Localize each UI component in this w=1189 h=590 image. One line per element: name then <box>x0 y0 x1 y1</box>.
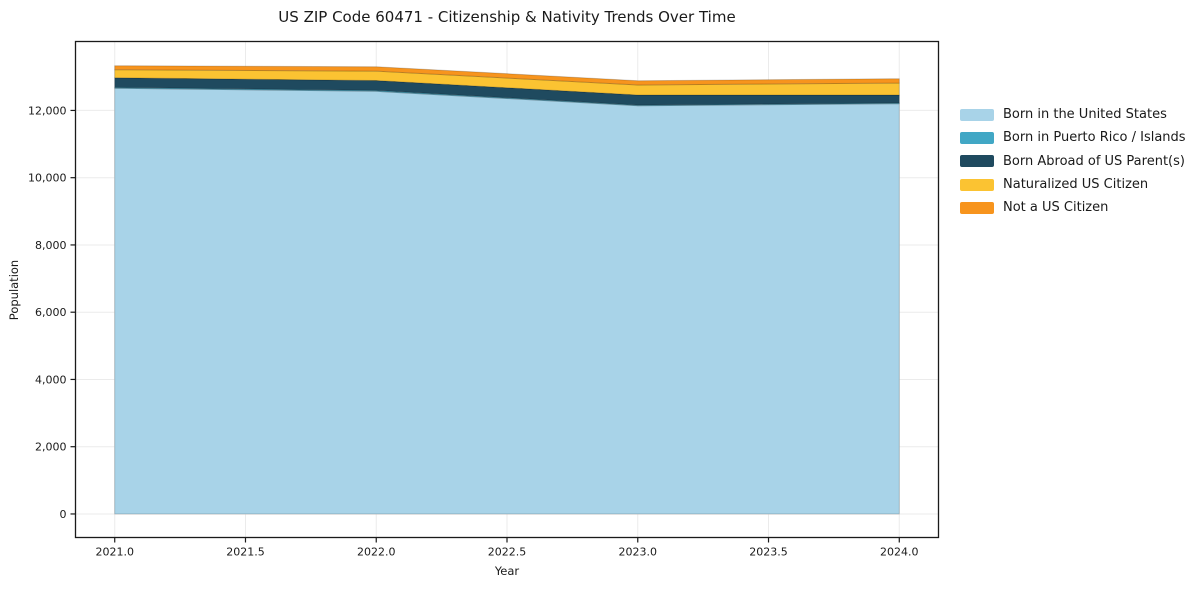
x-tick-label: 2024.0 <box>880 546 919 559</box>
y-tick-label: 10,000 <box>28 172 67 185</box>
x-tick-label: 2022.0 <box>357 546 396 559</box>
legend-item-naturalized: Naturalized US Citizen <box>960 173 1186 196</box>
area-not-a-us-citizen <box>114 65 900 86</box>
legend-swatch-naturalized-icon <box>960 178 994 191</box>
legend-swatch-born-us-icon <box>960 108 994 121</box>
area-born-in-the-united-states <box>114 87 900 515</box>
x-tick-label: 2021.0 <box>95 546 134 559</box>
y-tick-label: 0 <box>60 508 67 521</box>
area-born-abroad-of-us-parent-s <box>114 77 900 106</box>
y-tick-label: 2,000 <box>35 441 67 454</box>
x-axis-label: Year <box>494 564 520 578</box>
legend-item-born-us: Born in the United States <box>960 103 1186 126</box>
area-born-in-puerto-rico-islands <box>114 86 900 107</box>
y-axis-label: Population <box>7 259 21 321</box>
y-tick-label: 8,000 <box>35 239 67 252</box>
legend-label-naturalized: Naturalized US Citizen <box>1003 177 1149 193</box>
legend-swatch-born-abroad-icon <box>960 155 994 168</box>
x-tick-label: 2021.5 <box>226 546 265 559</box>
x-tick-label: 2023.0 <box>619 546 658 559</box>
chart-title: US ZIP Code 60471 - Citizenship & Nativi… <box>278 8 736 26</box>
y-tick-label: 12,000 <box>28 104 67 117</box>
legend-label-born-us: Born in the United States <box>1003 107 1167 123</box>
legend-swatch-born-puerto-rico-icon <box>960 131 994 144</box>
legend: Born in the United States Born in Puerto… <box>960 103 1186 219</box>
legend-label-not-citizen: Not a US Citizen <box>1003 200 1109 216</box>
legend-label-born-puerto-rico: Born in Puerto Rico / Islands <box>1003 130 1186 146</box>
legend-item-born-abroad: Born Abroad of US Parent(s) <box>960 150 1186 173</box>
y-tick-label: 4,000 <box>35 373 67 386</box>
x-tick-label: 2023.5 <box>749 546 788 559</box>
x-tick-label: 2022.5 <box>488 546 527 559</box>
y-tick-label: 6,000 <box>35 306 67 319</box>
legend-item-born-puerto-rico: Born in Puerto Rico / Islands <box>960 126 1186 149</box>
legend-label-born-abroad: Born Abroad of US Parent(s) <box>1003 153 1185 169</box>
legend-item-not-citizen: Not a US Citizen <box>960 196 1186 219</box>
legend-swatch-not-citizen-icon <box>960 201 994 214</box>
